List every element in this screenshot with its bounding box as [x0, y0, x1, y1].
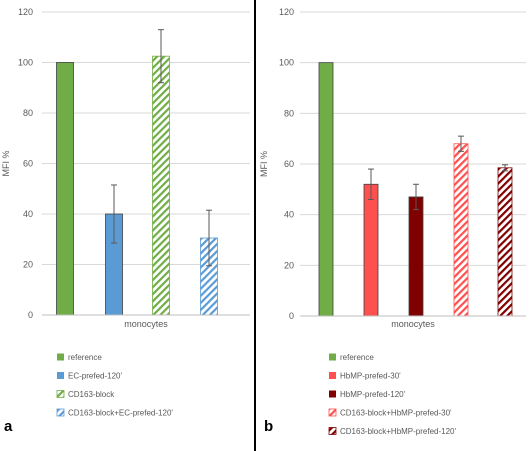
bar-hbmp-prefed-120 — [408, 196, 424, 317]
legend-swatch-ec-prefed-120 — [57, 372, 64, 379]
legend-swatch-reference — [57, 353, 64, 361]
x-category-label: monocytes — [391, 319, 435, 329]
legend-label-cd163-block-ec-prefed-120: CD163-block+EC-prefed-120' — [68, 409, 173, 418]
legend-label-cd163-block: CD163-block — [68, 390, 115, 399]
panel-label-a: a — [4, 418, 13, 435]
legend-swatch-hbmp-prefed-30 — [329, 372, 336, 379]
legend-label-hbmp-prefed-30: HbMP-prefed-30' — [340, 372, 401, 381]
y-tick-label: 20 — [23, 260, 33, 270]
legend-label-cd163-block-hbmp-prefed-120: CD163-block+HbMP-prefed-120' — [340, 427, 457, 436]
panel-divider — [254, 0, 256, 451]
y-tick-label: 80 — [23, 108, 33, 118]
bar-cd163-block-hbmp-prefed-120 — [497, 167, 513, 317]
bar-reference — [318, 62, 334, 317]
y-tick-label: 80 — [284, 108, 294, 118]
chart-panel-a: 0 20 40 60 80 100 120 MFI % monocytes reference EC… — [1, 7, 250, 418]
y-tick-label: 100 — [18, 58, 33, 68]
y-axis-label: MFI % — [259, 151, 269, 177]
legend-swatch-cd163-block — [56, 390, 65, 398]
bar-cd163-block-hbmp-prefed-30 — [453, 143, 469, 317]
legend-label-reference: reference — [68, 353, 102, 362]
bar-cd163-block — [152, 55, 170, 316]
legend-swatch-cd163-block-hbmp-prefed-30 — [328, 408, 337, 417]
bar-hbmp-prefed-30 — [363, 183, 379, 317]
legend-label-hbmp-prefed-120: HbMP-prefed-120' — [340, 390, 406, 399]
y-axis-label: MFI % — [1, 151, 11, 177]
panel-label-b: b — [264, 418, 274, 435]
y-tick-label: 120 — [279, 7, 294, 17]
legend-label-cd163-block-hbmp-prefed-30: CD163-block+HbMP-prefed-30' — [340, 409, 452, 418]
y-tick-label: 0 — [289, 311, 294, 321]
y-tick-label: 40 — [23, 209, 33, 219]
y-tick-label: 120 — [18, 7, 33, 17]
y-tick-label: 40 — [284, 210, 294, 220]
y-tick-label: 60 — [23, 159, 33, 169]
chart-panel-b: 0 20 40 60 80 100 120 MFI % monocytes reference Hb… — [259, 7, 526, 436]
bar-reference — [56, 62, 74, 316]
y-tick-label: 20 — [284, 260, 294, 270]
legend-swatch-cd163-block-ec-prefed-120 — [56, 408, 65, 417]
legend-label-ec-prefed-120: EC-prefed-120' — [68, 372, 122, 381]
legend-label-reference: reference — [340, 353, 374, 362]
x-category-label: monocytes — [124, 319, 168, 329]
legend-swatch-reference — [329, 353, 336, 361]
legend-swatch-hbmp-prefed-120 — [329, 390, 336, 398]
y-tick-label: 60 — [284, 159, 294, 169]
y-tick-label: 0 — [28, 310, 33, 320]
y-tick-label: 100 — [279, 58, 294, 68]
legend-swatch-cd163-block-hbmp-prefed-120 — [328, 427, 337, 435]
